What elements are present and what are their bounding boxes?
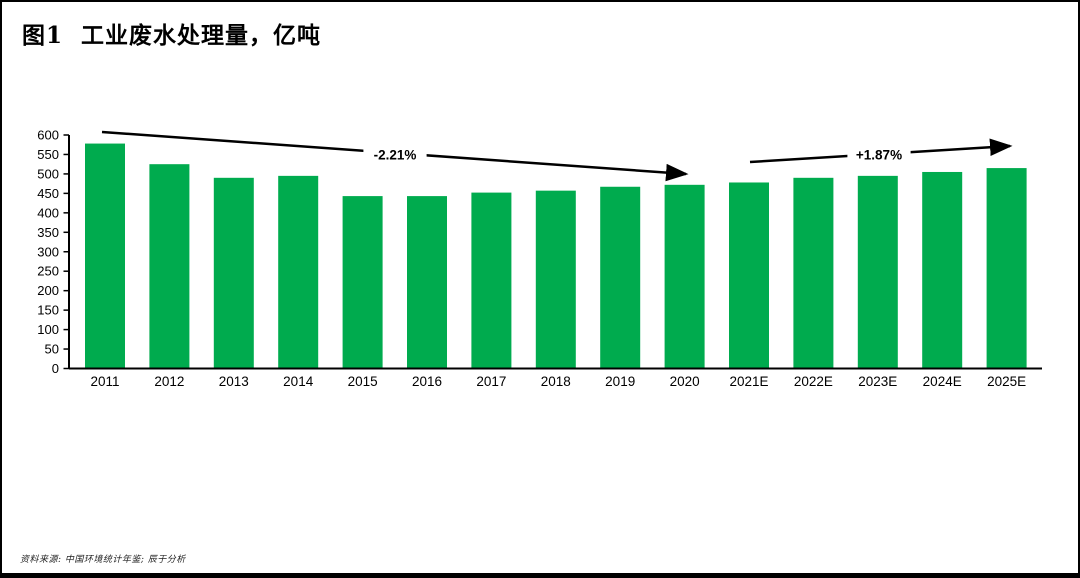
bar-2019 <box>600 186 641 369</box>
y-tick-label-500: 500 <box>37 166 59 181</box>
bar-2020 <box>664 184 705 369</box>
x-label-2012: 2012 <box>154 374 184 389</box>
x-label-2014: 2014 <box>283 374 314 389</box>
x-label-2016: 2016 <box>412 374 442 389</box>
bar-2023E <box>857 175 898 369</box>
x-label-2023E: 2023E <box>858 374 897 389</box>
x-label-2018: 2018 <box>541 374 571 389</box>
y-tick-label-600: 600 <box>37 128 59 143</box>
x-label-2020: 2020 <box>670 374 700 389</box>
bar-2016 <box>407 196 447 369</box>
bar-2025E <box>986 168 1027 369</box>
y-tick-label-250: 250 <box>37 264 59 279</box>
bar-2018 <box>535 190 576 369</box>
x-label-2011: 2011 <box>90 374 119 389</box>
x-label-2025E: 2025E <box>987 374 1026 389</box>
y-tick-label-550: 550 <box>37 147 59 162</box>
x-label-2017: 2017 <box>476 374 506 389</box>
trend-label--2.21%: -2.21% <box>374 148 417 163</box>
x-label-2013: 2013 <box>219 374 249 389</box>
y-tick-label-100: 100 <box>37 322 59 337</box>
y-tick-label-0: 0 <box>52 361 59 376</box>
bar-2021E <box>729 182 769 369</box>
y-tick-label-300: 300 <box>37 244 59 259</box>
y-tick-label-50: 50 <box>45 342 59 357</box>
y-tick-label-150: 150 <box>37 303 59 318</box>
x-label-2022E: 2022E <box>794 374 833 389</box>
trend-label-bg-1 <box>847 146 911 164</box>
x-label-2024E: 2024E <box>923 374 962 389</box>
bar-2022E <box>793 177 834 369</box>
y-tick-label-400: 400 <box>37 205 59 220</box>
trend-label-bg-0 <box>363 146 427 164</box>
figure-title: 图1 工业废水处理量，亿吨 <box>22 22 322 49</box>
bar-2014 <box>278 175 319 369</box>
trend-label-+1.87%: +1.87% <box>856 148 902 163</box>
source-note: 资料来源: 中国环境统计年鉴; 辰于分析 <box>20 555 186 565</box>
x-label-2019: 2019 <box>605 374 635 389</box>
y-tick-label-350: 350 <box>37 225 59 240</box>
x-label-2015: 2015 <box>348 374 378 389</box>
bar-2013 <box>213 177 254 369</box>
x-label-2021E: 2021E <box>729 374 768 389</box>
bar-2011 <box>85 143 125 369</box>
bar-2012 <box>149 164 190 369</box>
bar-2015 <box>342 196 383 369</box>
bar-2024E <box>922 171 963 369</box>
y-tick-label-450: 450 <box>37 186 59 201</box>
y-tick-label-200: 200 <box>37 283 59 298</box>
bar-2017 <box>471 192 512 369</box>
